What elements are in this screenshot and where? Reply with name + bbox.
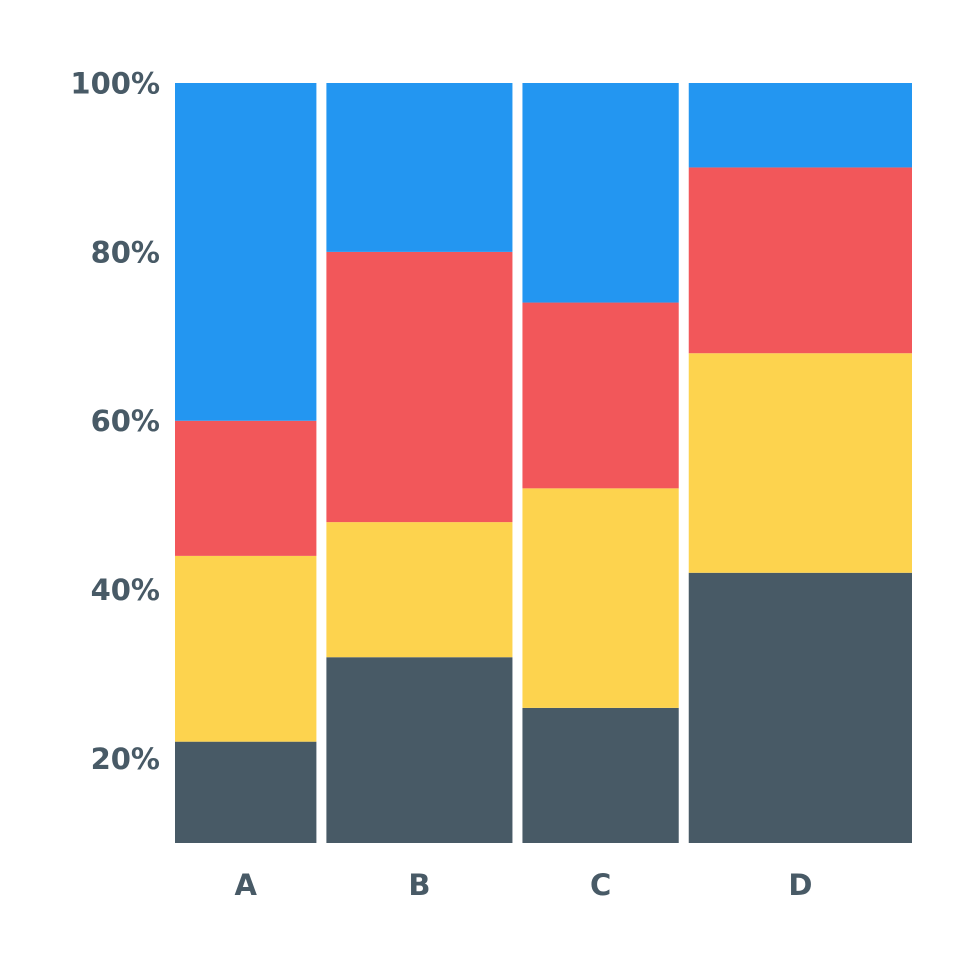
y-axis-tick-labels: 20% 40% 60% 80% 100% xyxy=(70,66,160,776)
y-tick-label-80: 80% xyxy=(91,235,160,269)
x-axis-category-labels: A B C D xyxy=(234,868,812,902)
y-tick-label-40: 40% xyxy=(91,573,160,607)
y-tick-label-60: 60% xyxy=(91,404,160,438)
bar-segment-a-3 xyxy=(175,420,317,556)
bar-segment-a-1 xyxy=(175,741,317,843)
bar-segment-d-1 xyxy=(688,572,912,843)
y-tick-label-20: 20% xyxy=(91,742,160,776)
bars-layer xyxy=(175,83,912,843)
bar-segment-c-3 xyxy=(522,302,679,489)
bar-segment-b-3 xyxy=(326,251,513,523)
bar-segment-c-2 xyxy=(522,488,679,708)
bar-segment-c-4 xyxy=(522,83,679,303)
bar-segment-d-2 xyxy=(688,353,912,573)
y-tick-label-100: 100% xyxy=(70,66,160,100)
bar-segment-b-4 xyxy=(326,83,513,252)
x-tick-label-d: D xyxy=(788,868,812,902)
x-tick-label-c: C xyxy=(590,868,611,902)
bar-segment-d-3 xyxy=(688,167,912,354)
x-tick-label-b: B xyxy=(408,868,430,902)
bar-segment-a-2 xyxy=(175,555,317,742)
bar-segment-b-2 xyxy=(326,522,513,658)
x-tick-label-a: A xyxy=(234,868,257,902)
bar-segment-d-4 xyxy=(688,83,912,168)
bar-segment-b-1 xyxy=(326,657,513,843)
bar-segment-c-1 xyxy=(522,707,679,843)
bar-segment-a-4 xyxy=(175,83,317,421)
